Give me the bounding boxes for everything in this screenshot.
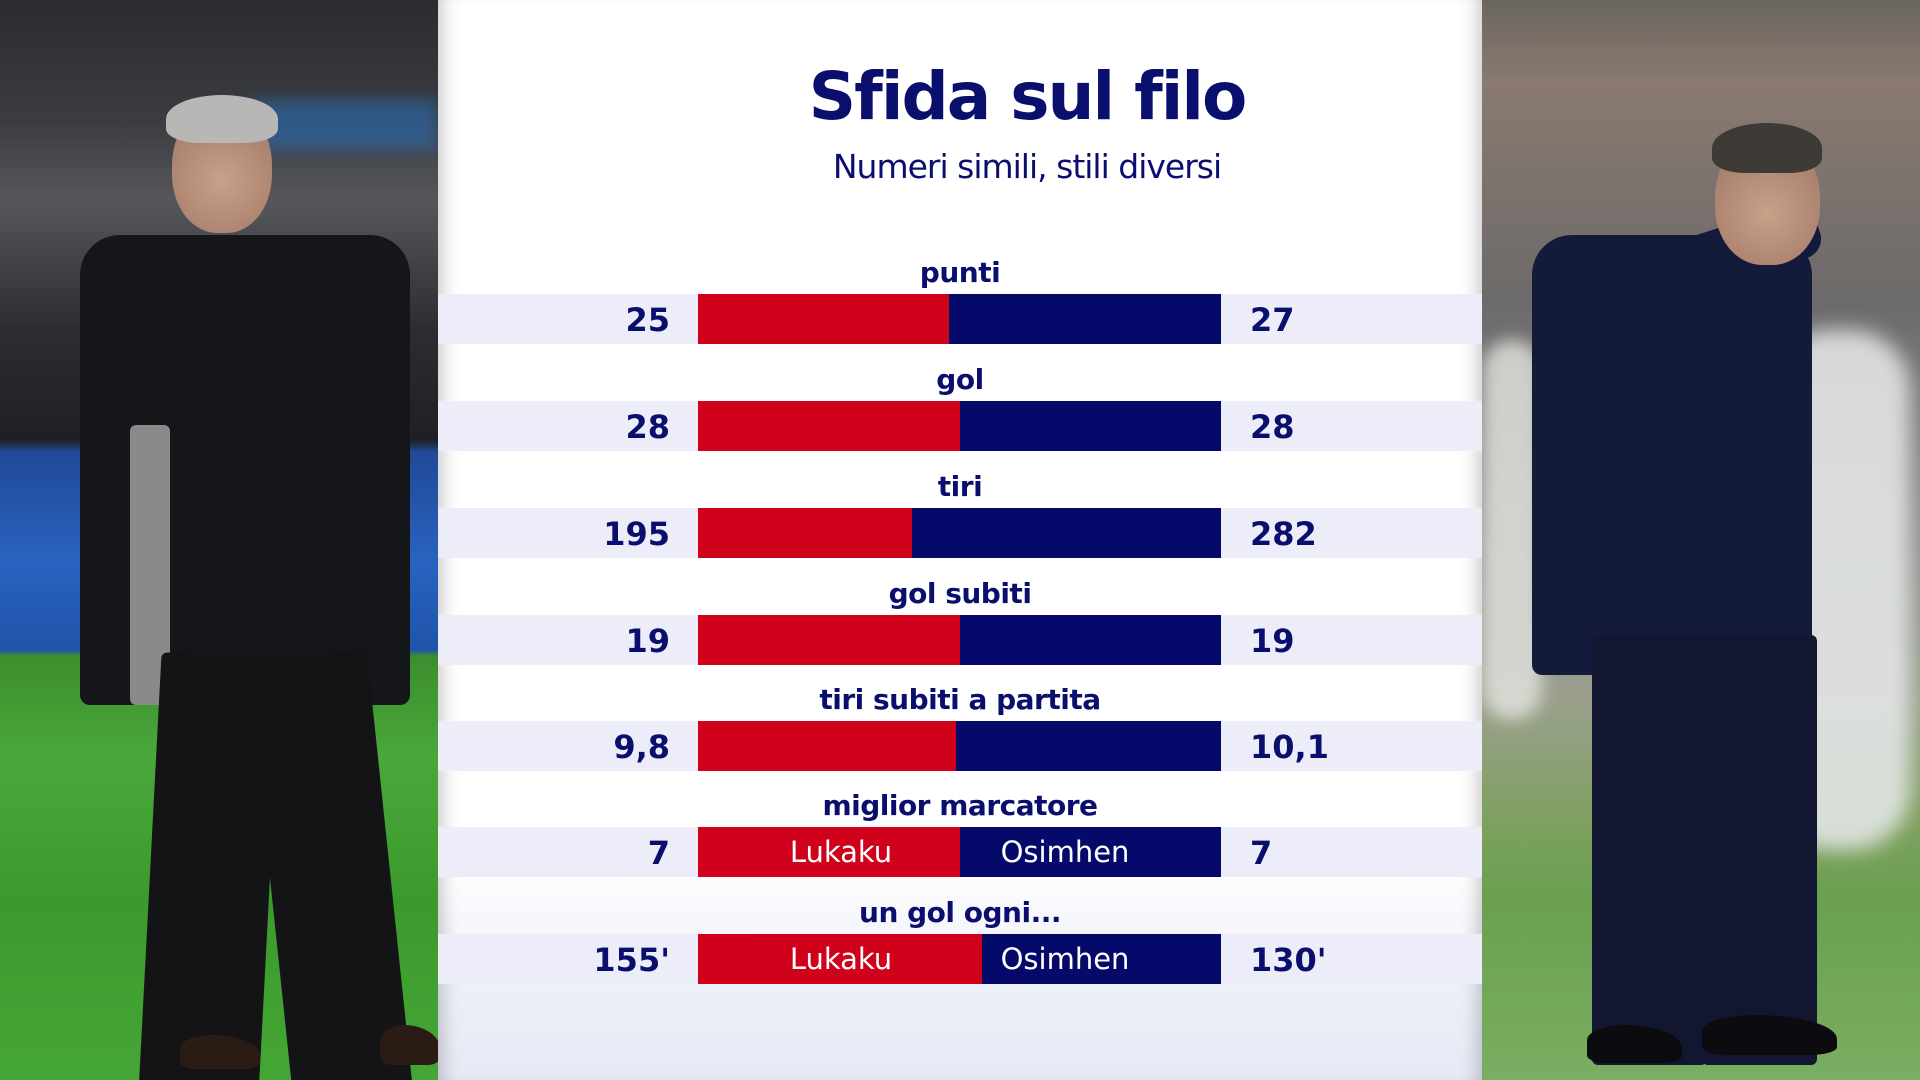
stat-row-tiri: tiri 195 282 <box>438 470 1482 615</box>
stat-label: gol <box>936 363 984 396</box>
comparison-bar <box>698 401 1221 451</box>
stat-row-gol-subiti: gol subiti 19 19 <box>438 577 1482 722</box>
right-bar-segment <box>911 508 1221 558</box>
right-value: 10,1 <box>1250 728 1329 766</box>
stat-label: un gol ogni... <box>859 896 1061 929</box>
left-bar-segment <box>698 508 912 558</box>
left-player-name: Lukaku <box>789 942 893 976</box>
left-value: 25 <box>625 301 670 339</box>
left-value: 28 <box>625 408 670 446</box>
comparison-bar <box>698 615 1221 665</box>
left-bar-segment <box>698 934 983 984</box>
stat-row-punti: punti 25 27 <box>438 256 1482 401</box>
page-subtitle: Numeri simili, stili diversi <box>832 147 1222 186</box>
right-bar-segment <box>955 721 1221 771</box>
right-player-name: Osimhen <box>1000 942 1130 976</box>
stat-label: tiri <box>937 470 983 503</box>
left-bar-segment <box>698 827 960 877</box>
comparison-bar: Lukaku Osimhen <box>698 827 1221 877</box>
right-player-name: Osimhen <box>1000 835 1130 869</box>
page-title: Sfida sul filo <box>808 58 1248 135</box>
left-value: 195 <box>603 515 670 553</box>
stats-panel: Sfida sul filo Numeri simili, stili dive… <box>438 0 1482 1080</box>
right-value: 282 <box>1250 515 1317 553</box>
left-value: 9,8 <box>613 728 670 766</box>
stat-label: punti <box>919 256 1001 289</box>
coach-right-photo <box>1482 0 1920 1080</box>
stat-row-miglior-marcatore: miglior marcatore 7 Lukaku Osimhen 7 <box>438 789 1482 934</box>
stat-label: miglior marcatore <box>822 789 1098 822</box>
stat-row-tiri-subiti: tiri subiti a partita 9,8 10,1 <box>438 683 1482 828</box>
left-bar-segment <box>698 294 950 344</box>
right-bar-segment <box>982 934 1221 984</box>
comparison-bar: Lukaku Osimhen <box>698 934 1221 984</box>
left-value: 19 <box>625 622 670 660</box>
right-value: 19 <box>1250 622 1295 660</box>
background-board <box>250 100 438 150</box>
coach-left-photo <box>0 0 438 1080</box>
right-value: 28 <box>1250 408 1295 446</box>
right-value: 27 <box>1250 301 1295 339</box>
right-bar-segment <box>959 827 1221 877</box>
left-bar-segment <box>698 401 960 451</box>
comparison-bar <box>698 294 1221 344</box>
left-value: 7 <box>647 834 670 872</box>
coach-left-figure <box>80 95 438 1080</box>
coach-right-figure <box>1532 95 1862 1080</box>
left-bar-segment <box>698 721 956 771</box>
stat-row-un-gol-ogni: un gol ogni... 155' Lukaku Osimhen 130' <box>438 896 1482 1041</box>
right-bar-segment <box>959 615 1221 665</box>
stat-label: gol subiti <box>888 577 1032 610</box>
left-bar-segment <box>698 615 960 665</box>
stat-row-gol: gol 28 28 <box>438 363 1482 508</box>
left-player-name: Lukaku <box>789 835 893 869</box>
right-value: 130' <box>1250 941 1327 979</box>
comparison-bar <box>698 508 1221 558</box>
right-bar-segment <box>959 401 1221 451</box>
right-bar-segment <box>949 294 1221 344</box>
comparison-bar <box>698 721 1221 771</box>
left-value: 155' <box>593 941 670 979</box>
stat-label: tiri subiti a partita <box>819 683 1101 716</box>
right-value: 7 <box>1250 834 1273 872</box>
